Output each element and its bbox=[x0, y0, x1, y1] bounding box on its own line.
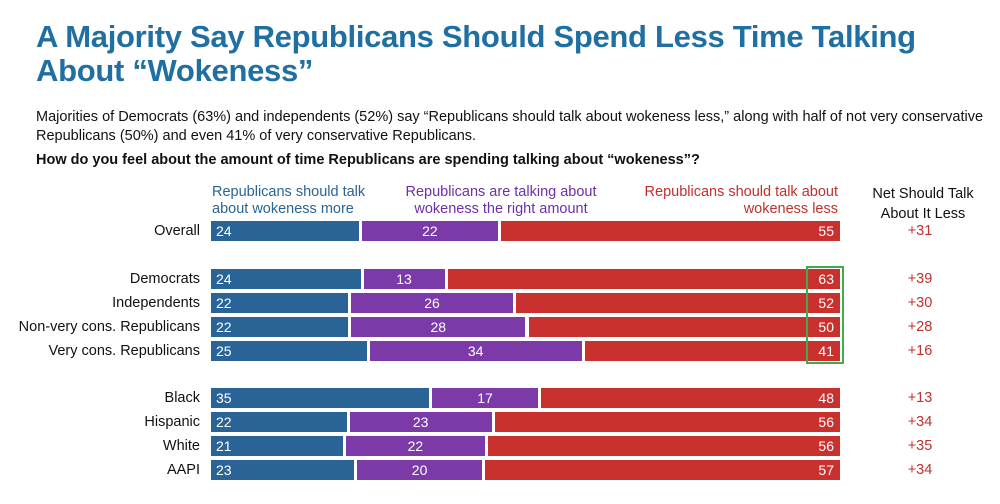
legend-more: Republicans should talk about wokeness m… bbox=[212, 184, 366, 217]
legend-net: Net Should Talk About It Less bbox=[872, 186, 974, 222]
bar-segment-more: 22 bbox=[211, 317, 349, 337]
bar-segment-more: 23 bbox=[211, 460, 355, 480]
net-value: +39 bbox=[907, 271, 933, 287]
net-value: +13 bbox=[907, 390, 933, 406]
row-label: White bbox=[162, 438, 200, 454]
row-label: Overall bbox=[154, 223, 200, 239]
bar-segment-right: 34 bbox=[369, 341, 582, 361]
bar-segment-less: 50 bbox=[528, 317, 840, 337]
legend-right-amount: Republicans are talking about wokeness t… bbox=[405, 184, 597, 217]
bar-segment-less: 52 bbox=[516, 293, 840, 313]
bar-segment-right: 13 bbox=[363, 269, 445, 289]
bar-segment-less: 63 bbox=[447, 269, 840, 289]
net-value: +35 bbox=[907, 438, 933, 454]
row-label: Hispanic bbox=[144, 414, 200, 430]
net-value: +30 bbox=[907, 295, 933, 311]
net-value: +34 bbox=[907, 414, 933, 430]
highlight-box bbox=[806, 266, 844, 364]
bar-segment-less: 57 bbox=[484, 460, 840, 480]
bar-segment-right: 22 bbox=[346, 436, 485, 456]
bar-segment-right: 28 bbox=[351, 317, 526, 337]
net-value: +34 bbox=[907, 462, 933, 478]
bar-segment-more: 22 bbox=[211, 412, 347, 432]
row-label: Non-very cons. Republicans bbox=[18, 319, 200, 335]
row-label: Very cons. Republicans bbox=[48, 343, 200, 359]
bar-segment-more: 25 bbox=[211, 341, 367, 361]
net-value: +16 bbox=[907, 343, 933, 359]
bar-segment-right: 26 bbox=[351, 293, 514, 313]
bar-segment-less: 41 bbox=[584, 341, 840, 361]
bar-segment-right: 20 bbox=[357, 460, 482, 480]
bar-segment-more: 35 bbox=[211, 388, 430, 408]
net-value: +31 bbox=[907, 223, 933, 239]
bar-segment-less: 56 bbox=[494, 412, 840, 432]
row-label: Democrats bbox=[129, 271, 200, 287]
bar-segment-more: 22 bbox=[211, 293, 349, 313]
row-label: Black bbox=[164, 390, 200, 406]
bar-segment-less: 56 bbox=[487, 436, 840, 456]
bar-segment-right: 17 bbox=[432, 388, 538, 408]
chart-title: A Majority Say Republicans Should Spend … bbox=[36, 19, 916, 88]
legend-less: Republicans should talk about wokeness l… bbox=[644, 184, 838, 217]
bar-segment-right: 23 bbox=[349, 412, 492, 432]
bar-segment-more: 24 bbox=[211, 269, 361, 289]
net-value: +28 bbox=[907, 319, 933, 335]
bar-segment-less: 55 bbox=[500, 221, 840, 241]
row-label: Independents bbox=[112, 295, 200, 311]
row-label: AAPI bbox=[166, 462, 200, 478]
bar-segment-more: 21 bbox=[211, 436, 344, 456]
bar-segment-less: 48 bbox=[540, 388, 840, 408]
survey-question: How do you feel about the amount of time… bbox=[36, 152, 700, 168]
chart-subtitle: Majorities of Democrats (63%) and indepe… bbox=[36, 109, 984, 144]
bar-segment-right: 22 bbox=[362, 221, 498, 241]
bar-segment-more: 24 bbox=[211, 221, 360, 241]
